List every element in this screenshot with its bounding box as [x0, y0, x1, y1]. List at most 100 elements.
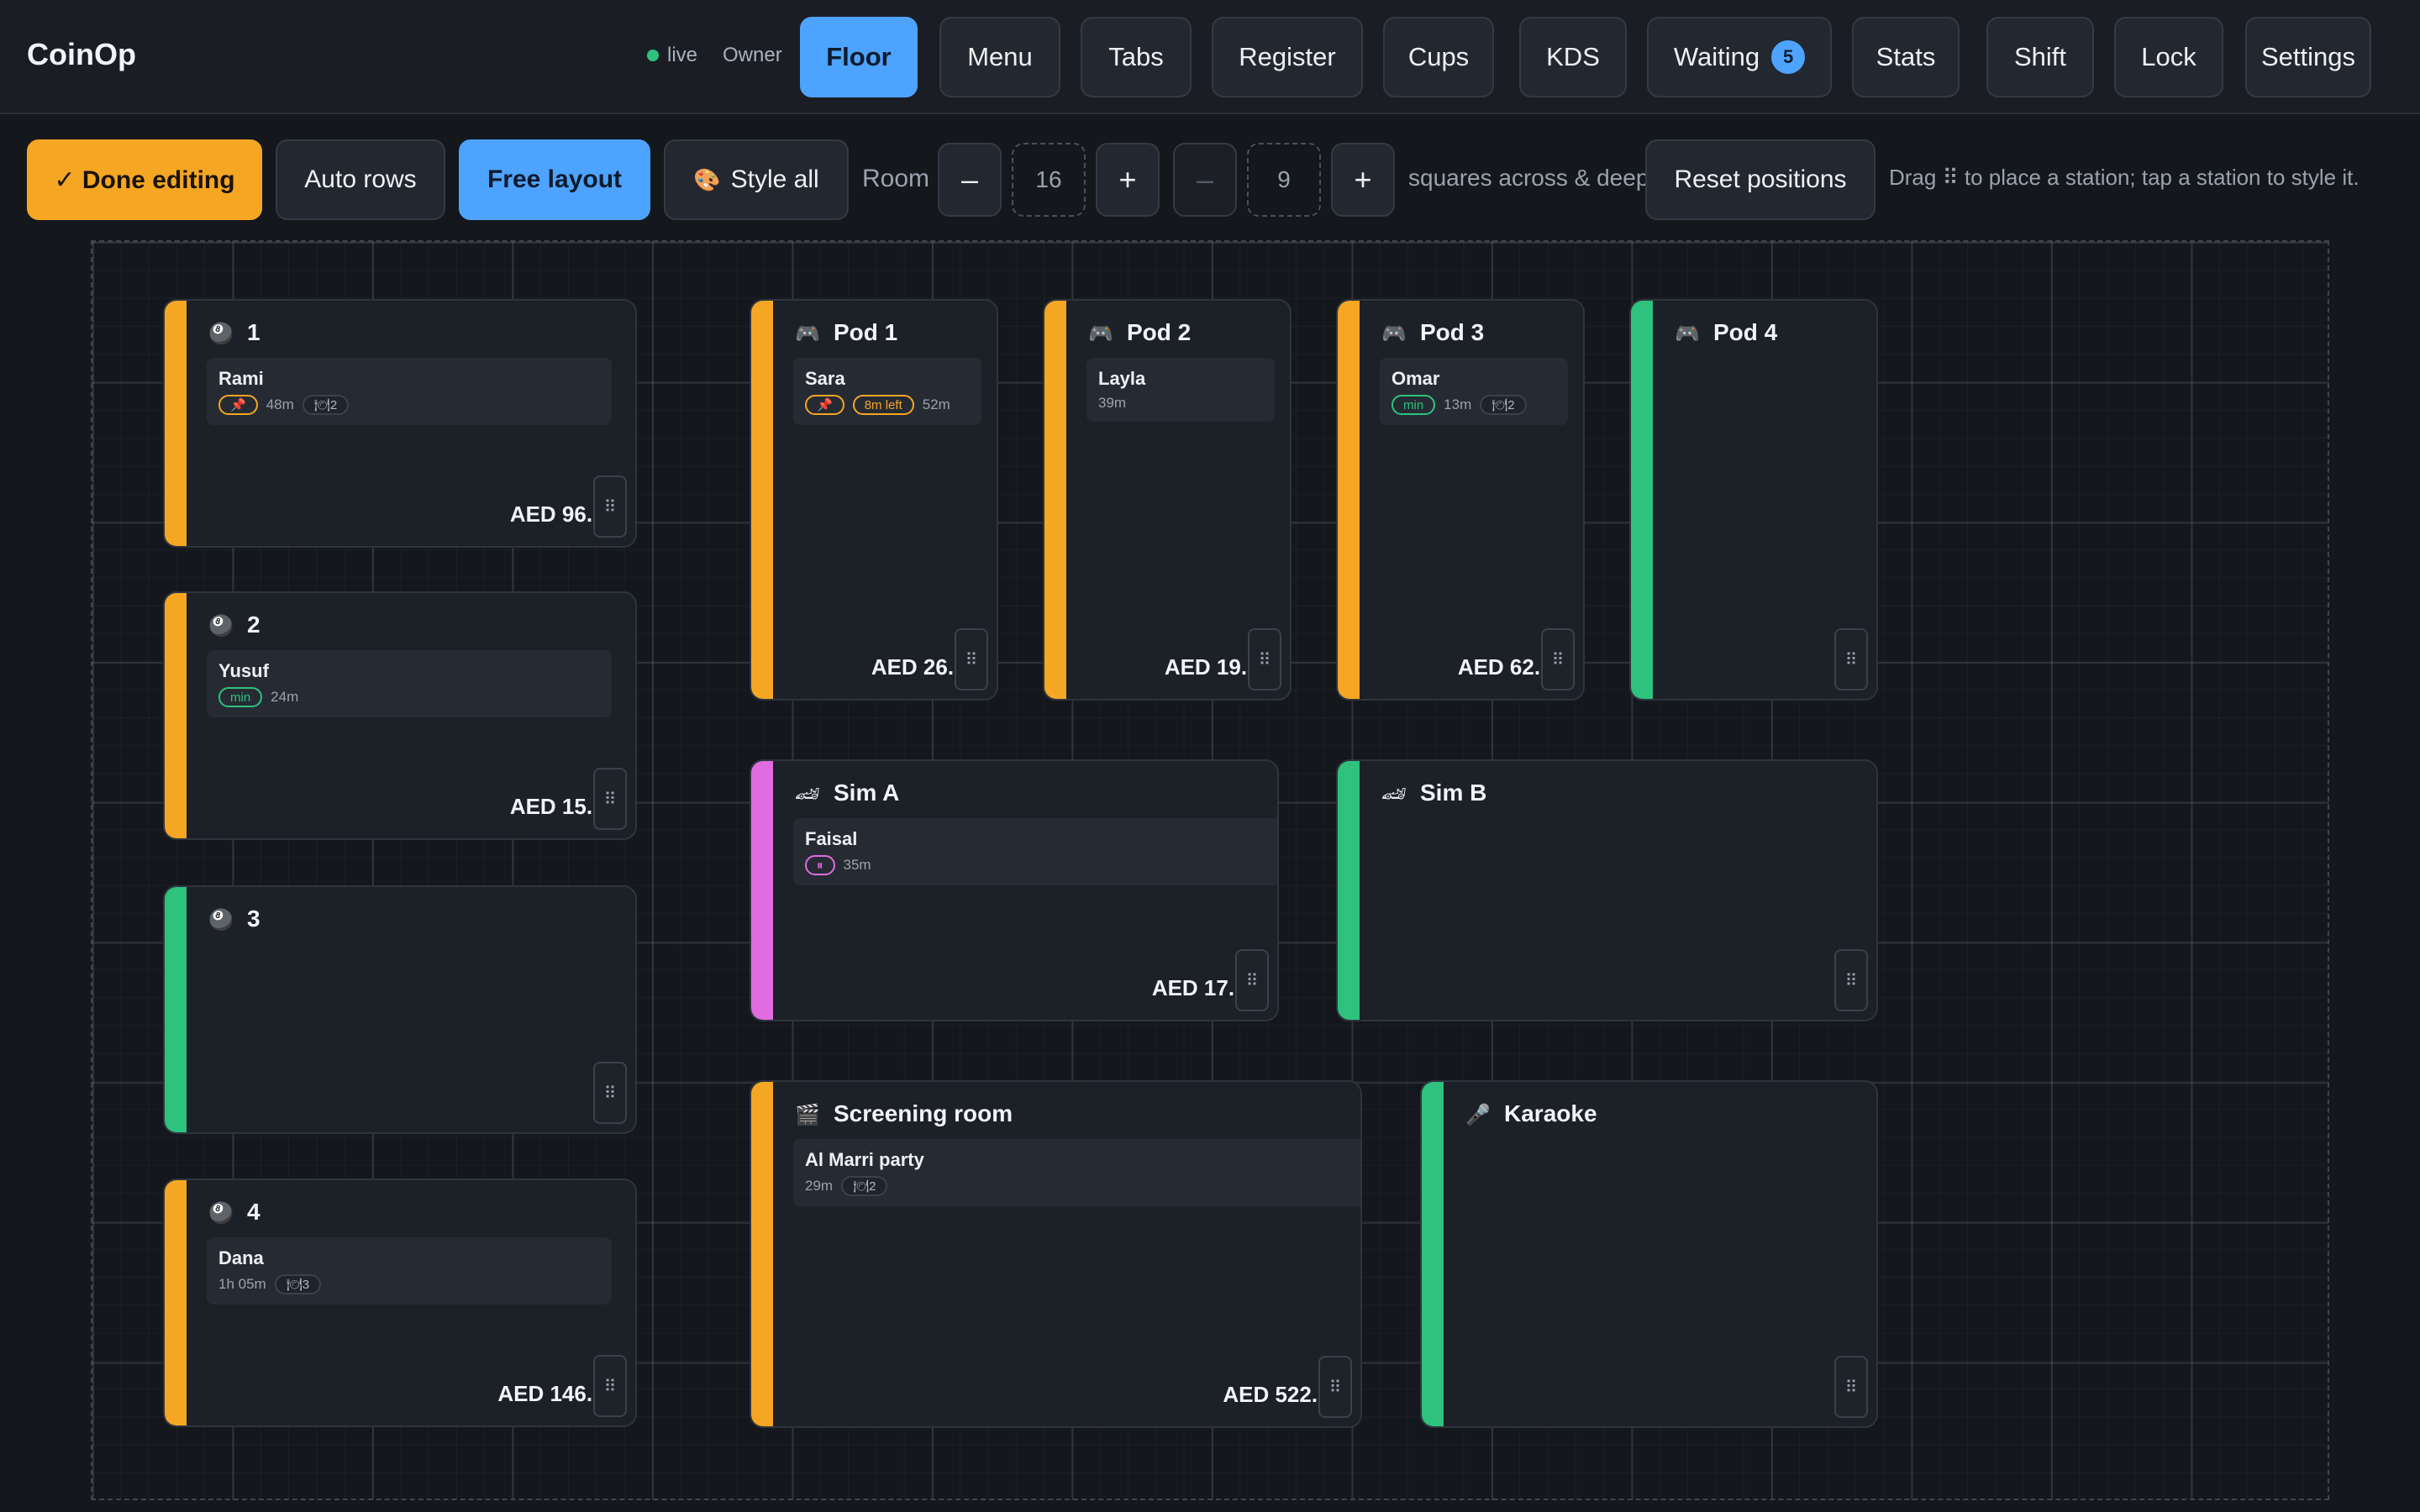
- reset-positions-button[interactable]: Reset positions: [1645, 139, 1876, 220]
- top-bar: CoinOp live Owner Floor Menu Tabs Register C…: [0, 0, 2420, 114]
- elapsed-time: 29m: [805, 1178, 834, 1194]
- room-label: Room: [862, 165, 930, 192]
- station-card[interactable]: 🎱 4 Dana 1h 05m 🍽 3 AED 146.75 ⠿: [163, 1179, 637, 1427]
- drag-handle-icon[interactable]: ⠿: [1248, 628, 1281, 690]
- nav-shift-button[interactable]: Shift: [1986, 17, 2094, 97]
- decrease-across-button[interactable]: –: [938, 143, 1002, 217]
- session-panel[interactable]: Dana 1h 05m 🍽 3: [207, 1237, 612, 1305]
- paused-icon: ⏸: [805, 855, 835, 875]
- nav-kds-button[interactable]: KDS: [1519, 17, 1627, 97]
- guest-name: Yusuf: [218, 660, 269, 681]
- station-name: 1: [247, 319, 260, 345]
- station-card[interactable]: 🏎 Sim A Faisal ⏸ 35m AED 17.50 ⠿: [750, 759, 1279, 1021]
- nav-label: Stats: [1876, 42, 1936, 71]
- pinned-icon: 📌: [805, 395, 844, 415]
- session-panel[interactable]: Omar min 13m 🍽 2: [1380, 358, 1568, 425]
- session-panel[interactable]: Layla 39m: [1086, 358, 1275, 422]
- drag-handle-icon[interactable]: ⠿: [1541, 628, 1575, 690]
- session-meta: 39m: [1098, 395, 1263, 412]
- session-panel[interactable]: Sara 📌 8m left 52m: [793, 358, 981, 425]
- status-stripe: [1338, 761, 1360, 1020]
- station-card[interactable]: 🎱 1 Rami 📌 48m 🍽 2 AED 96.25 ⠿: [163, 299, 637, 548]
- drag-handle-icon[interactable]: ⠿: [1834, 1356, 1868, 1418]
- station-name: Screening room: [834, 1100, 1013, 1126]
- station-card[interactable]: 🎤 Karaoke ⠿: [1420, 1080, 1878, 1428]
- pinned-icon: 📌: [218, 395, 258, 415]
- race-car-icon: 🏎: [794, 782, 821, 806]
- station-card[interactable]: 🎱 2 Yusuf min 24m AED 15.00 ⠿: [163, 591, 637, 840]
- time-left-badge: 8m left: [852, 395, 914, 415]
- drag-handle-icon[interactable]: ⠿: [1834, 628, 1868, 690]
- connection-status: live Owner: [647, 44, 782, 67]
- order-count: 2: [329, 397, 338, 412]
- drag-handle-icon[interactable]: ⠿: [1834, 949, 1868, 1011]
- station-name: Pod 2: [1127, 319, 1192, 345]
- session-panel[interactable]: Yusuf min 24m: [207, 650, 612, 717]
- auto-rows-button[interactable]: Auto rows: [276, 139, 445, 220]
- order-count-badge: 🍽 2: [1480, 395, 1527, 415]
- drag-handle-icon[interactable]: ⠿: [593, 1062, 627, 1124]
- free-layout-button[interactable]: Free layout: [459, 139, 650, 220]
- user-role: Owner: [723, 44, 782, 66]
- style-all-label: Style all: [730, 165, 819, 193]
- station-card[interactable]: 🎮 Pod 4 ⠿: [1629, 299, 1878, 701]
- guest-name: Layla: [1098, 368, 1146, 389]
- pool-ball-icon: 🎱: [208, 614, 234, 638]
- drag-handle-icon[interactable]: ⠿: [1235, 949, 1269, 1011]
- billing-mode-badge: min: [218, 687, 263, 707]
- session-meta: min 24m: [218, 687, 600, 707]
- elapsed-time: 24m: [271, 689, 299, 705]
- station-card[interactable]: 🏎 Sim B ⠿: [1336, 759, 1878, 1021]
- order-count: 2: [869, 1179, 876, 1194]
- nav-floor-button[interactable]: Floor: [800, 17, 918, 97]
- clapperboard-icon: 🎬: [795, 1103, 820, 1126]
- session-panel[interactable]: Rami 📌 48m 🍽 2: [207, 358, 612, 425]
- station-card[interactable]: 🎬 Screening room Al Marri party 29m 🍽 2 AED 52…: [750, 1080, 1362, 1428]
- nav-label: KDS: [1546, 42, 1600, 71]
- done-editing-button[interactable]: ✓ Done editing: [27, 139, 262, 220]
- station-name: 4: [247, 1199, 260, 1225]
- session-panel[interactable]: Faisal ⏸ 35m: [793, 818, 1277, 885]
- drag-handle-icon[interactable]: ⠿: [593, 475, 627, 538]
- drag-handle-icon[interactable]: ⠿: [593, 768, 627, 830]
- status-stripe: [165, 301, 187, 546]
- status-stripe: [1631, 301, 1653, 699]
- increase-across-button[interactable]: +: [1096, 143, 1160, 217]
- nav-stats-button[interactable]: Stats: [1852, 17, 1960, 97]
- status-stripe: [751, 1082, 773, 1426]
- increase-deep-button[interactable]: +: [1331, 143, 1395, 217]
- station-card[interactable]: 🎮 Pod 1 Sara 📌 8m left 52m AED 26.25 ⠿: [750, 299, 998, 701]
- drag-handle-icon[interactable]: ⠿: [593, 1355, 627, 1417]
- order-count-badge: 🍽 2: [841, 1176, 888, 1196]
- race-car-icon: 🏎: [1381, 782, 1407, 806]
- deep-value: 9: [1247, 143, 1321, 217]
- style-all-button[interactable]: 🎨 Style all: [664, 139, 849, 220]
- station-name: 2: [247, 612, 260, 638]
- nav-cups-button[interactable]: Cups: [1383, 17, 1494, 97]
- live-label: live: [667, 44, 698, 66]
- across-value: 16: [1012, 143, 1086, 217]
- nav-settings-button[interactable]: Settings: [2245, 17, 2371, 97]
- nav-lock-button[interactable]: Lock: [2114, 17, 2223, 97]
- nav-tabs-button[interactable]: Tabs: [1081, 17, 1192, 97]
- nav-register-button[interactable]: Register: [1212, 17, 1363, 97]
- station-card[interactable]: 🎱 3 ⠿: [163, 885, 637, 1134]
- nav-label: Tabs: [1108, 42, 1164, 71]
- station-card[interactable]: 🎮 Pod 2 Layla 39m AED 19.75 ⠿: [1043, 299, 1292, 701]
- plate-icon: 🍽: [853, 1179, 870, 1194]
- elapsed-time: 39m: [1098, 395, 1127, 411]
- session-panel[interactable]: Al Marri party 29m 🍽 2: [793, 1139, 1360, 1206]
- status-stripe: [165, 593, 187, 838]
- elapsed-time: 35m: [843, 857, 871, 873]
- station-card[interactable]: 🎮 Pod 3 Omar min 13m 🍽 2 AED 62.00 ⠿: [1336, 299, 1585, 701]
- elapsed-time: 48m: [266, 396, 294, 412]
- nav-menu-button[interactable]: Menu: [939, 17, 1060, 97]
- plate-icon: 🍽: [1491, 398, 1508, 412]
- drag-handle-icon[interactable]: ⠿: [955, 628, 988, 690]
- drag-handle-icon[interactable]: ⠿: [1318, 1356, 1352, 1418]
- elapsed-time: 52m: [922, 396, 950, 412]
- gamepad-icon: 🎮: [1381, 322, 1407, 345]
- nav-waiting-button[interactable]: Waiting 5: [1647, 17, 1832, 97]
- decrease-deep-button[interactable]: –: [1173, 143, 1237, 217]
- plate-icon: 🍽: [313, 398, 330, 412]
